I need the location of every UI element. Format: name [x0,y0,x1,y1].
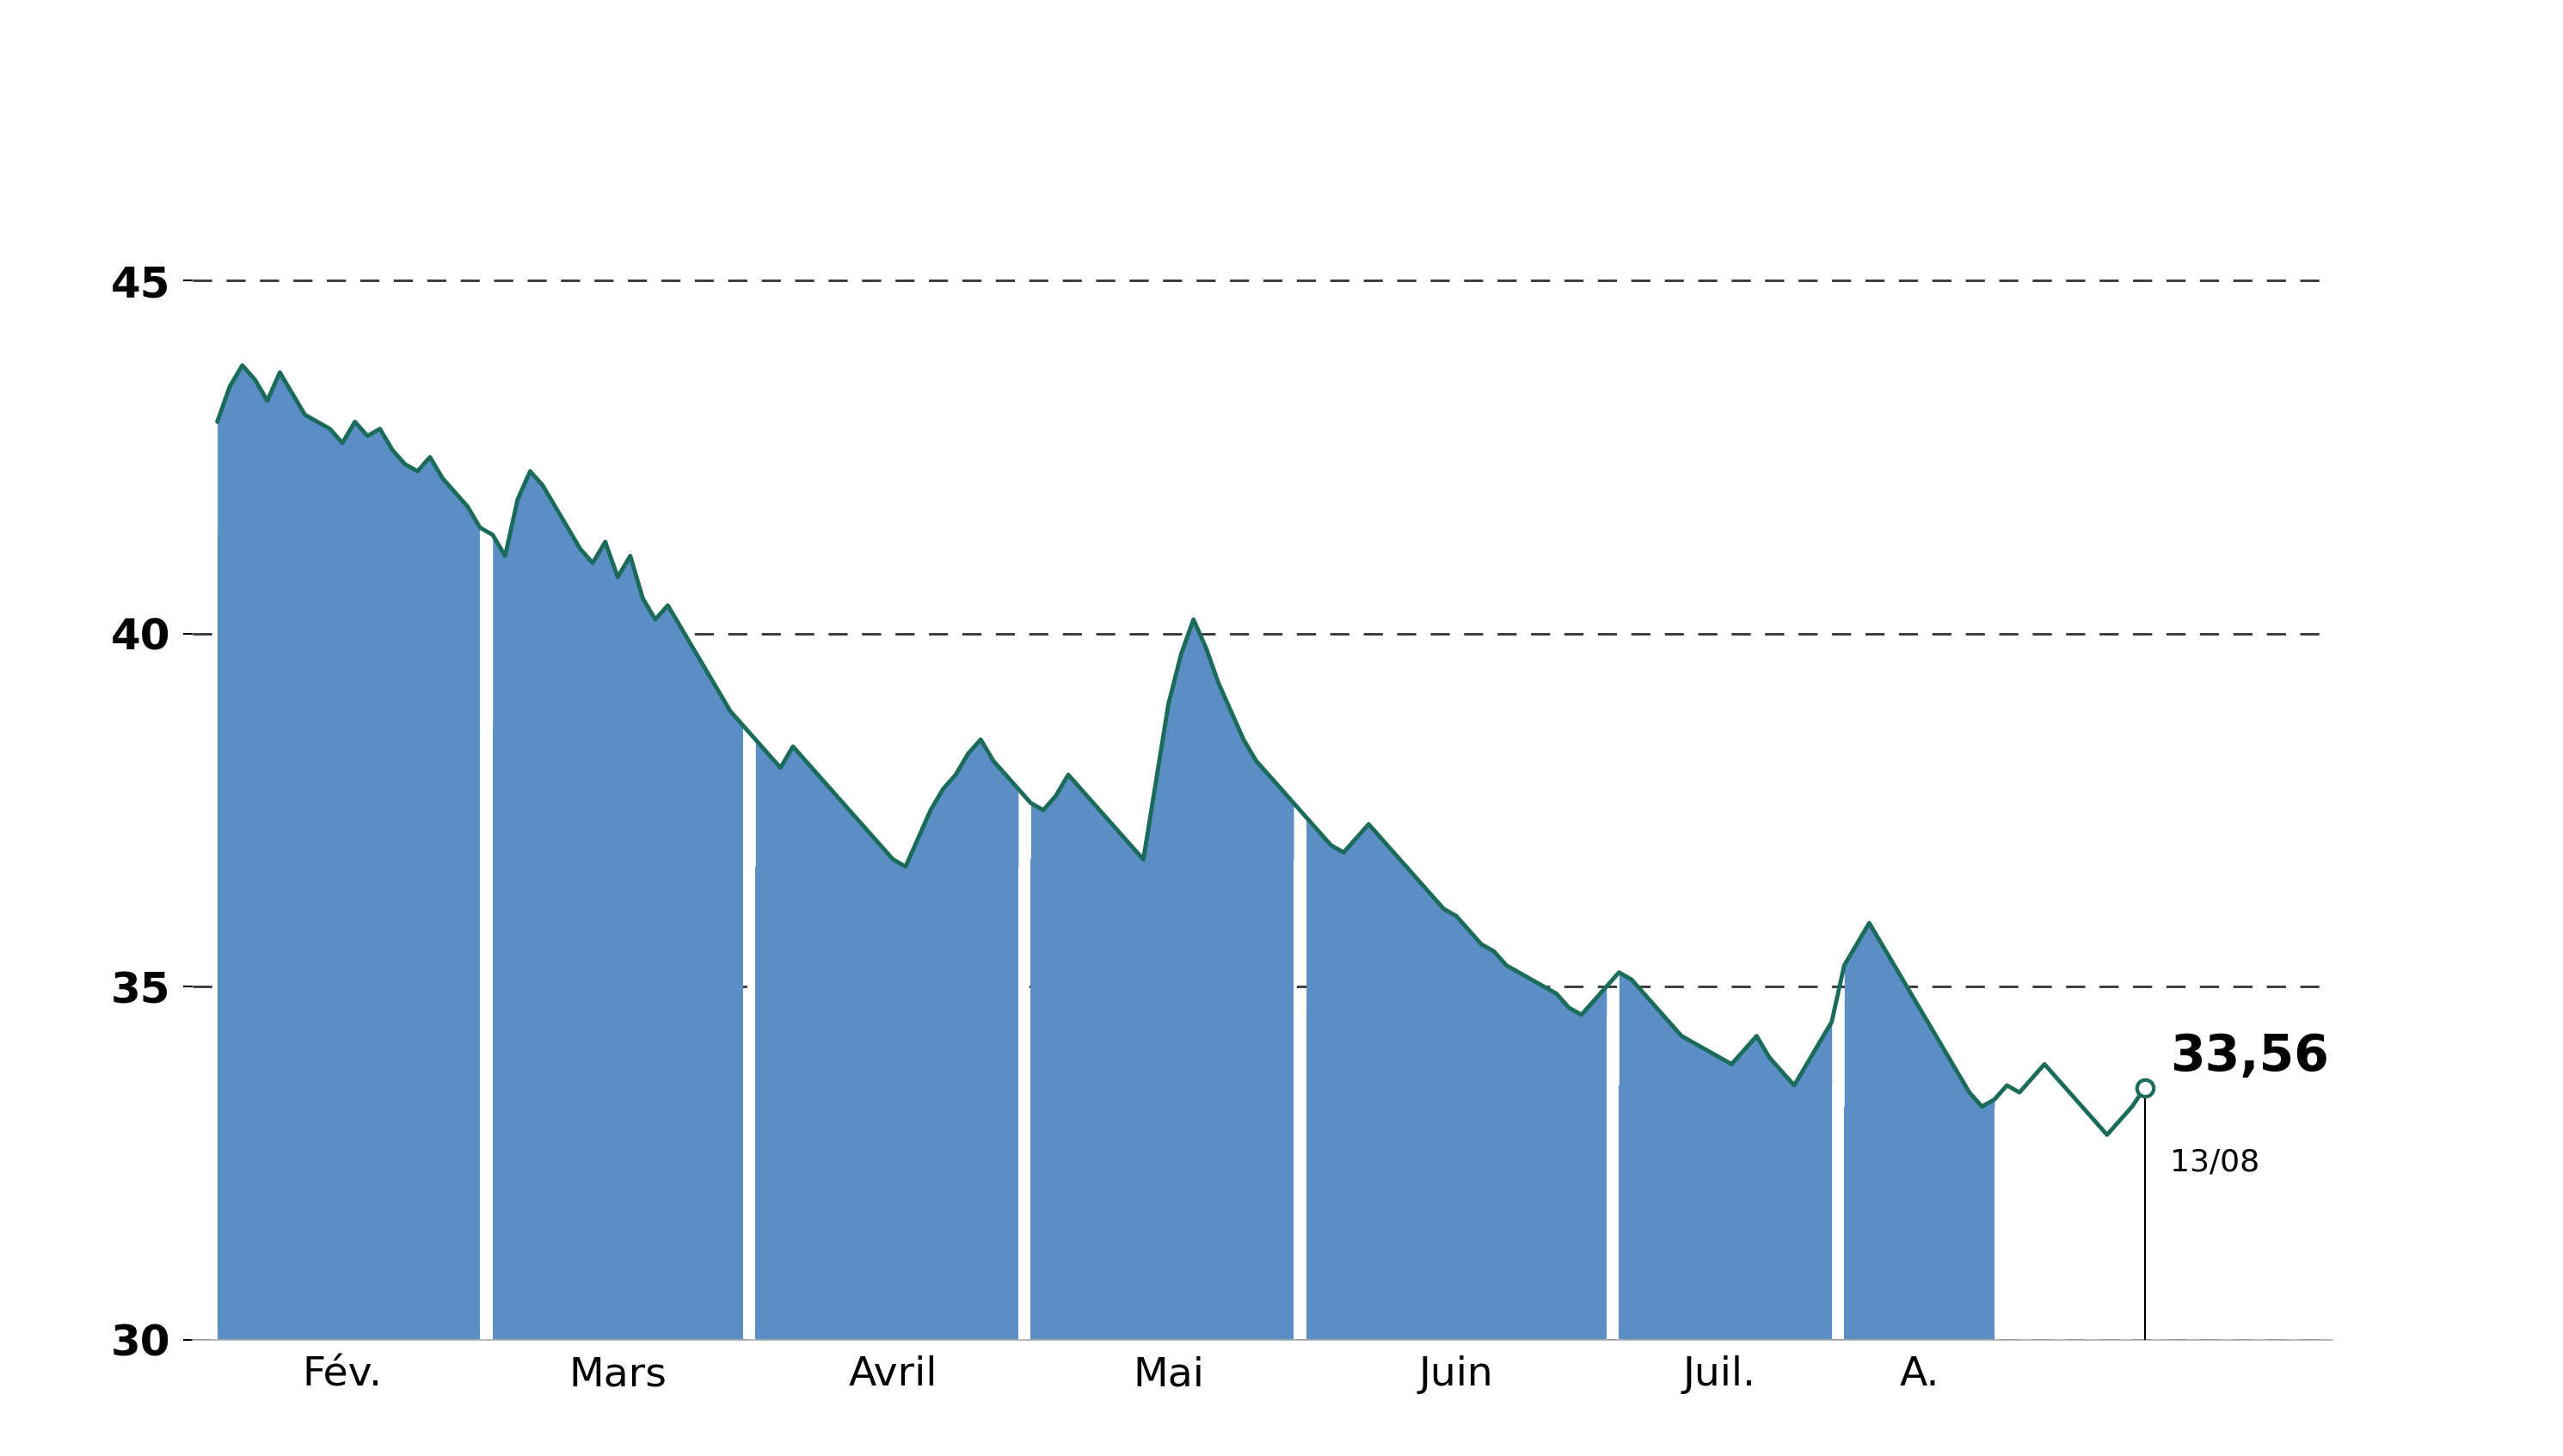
Text: DASSAULT SYSTEMES: DASSAULT SYSTEMES [651,31,1912,132]
Text: 13/08: 13/08 [2171,1147,2261,1176]
Text: 33,56: 33,56 [2171,1032,2330,1080]
